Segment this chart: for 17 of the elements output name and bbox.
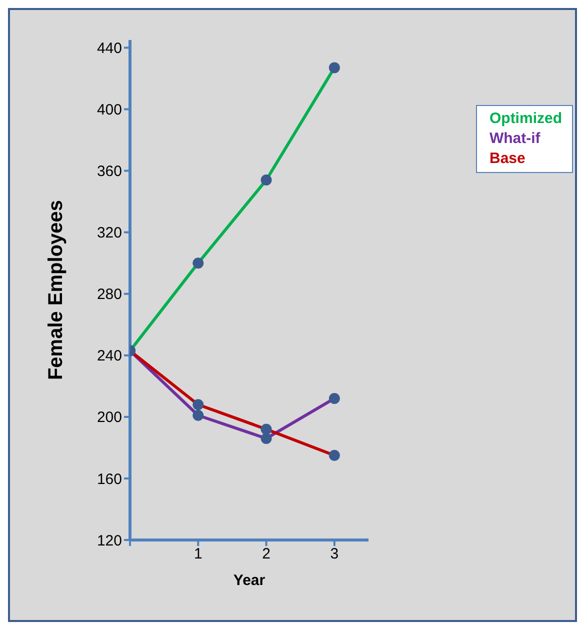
y-tick-label: 240 bbox=[96, 348, 122, 365]
y-tick-label: 120 bbox=[96, 532, 122, 550]
y-tick-label: 440 bbox=[96, 40, 122, 58]
text: Base bbox=[489, 149, 526, 169]
x-axis-title: Year bbox=[233, 572, 266, 589]
y-tick-label: 160 bbox=[96, 470, 122, 488]
y-tick-label: 200 bbox=[96, 409, 122, 426]
x-tick-label: 1 bbox=[194, 546, 202, 563]
text: What-if bbox=[489, 129, 542, 149]
y-tick-label: 360 bbox=[96, 163, 122, 180]
x-tick-label: 3 bbox=[330, 546, 339, 563]
y-axis-title: Female Employees bbox=[45, 200, 68, 380]
text: Optimized bbox=[489, 109, 562, 129]
y-tick-label: 400 bbox=[96, 102, 122, 119]
x-tick-label: 2 bbox=[262, 546, 270, 563]
y-tick-label: 280 bbox=[96, 286, 122, 304]
y-tick-label: 320 bbox=[96, 224, 122, 242]
